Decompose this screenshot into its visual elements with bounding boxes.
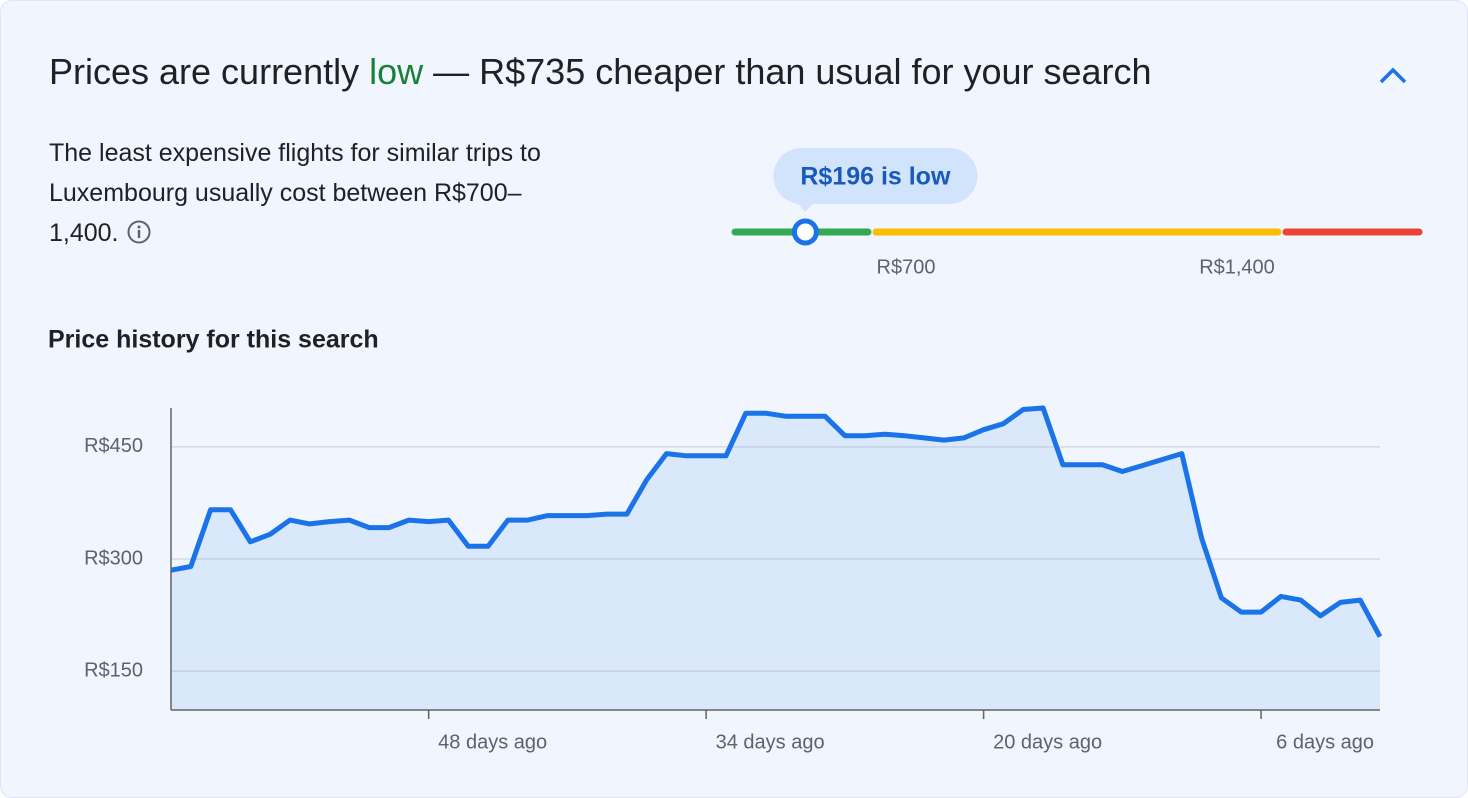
description-text: The least expensive flights for similar …: [49, 139, 541, 247]
chart-title: Price history for this search: [48, 326, 379, 354]
y-tick-label: R$150: [84, 659, 143, 681]
headline-part: Prices are currently: [49, 51, 370, 92]
x-tick-label: 20 days ago: [993, 731, 1102, 753]
range-high-label: R$1,400: [1199, 256, 1275, 278]
y-tick-label: R$300: [84, 547, 143, 569]
headline-part: — R$735 cheaper than usual for your sear…: [423, 51, 1152, 92]
x-tick-label: 48 days ago: [438, 731, 547, 753]
tooltip-pointer: [797, 203, 814, 212]
headline-status: low: [369, 51, 424, 92]
y-tick-label: R$450: [84, 435, 143, 457]
collapse-button[interactable]: [1371, 56, 1415, 96]
x-tick-label: 34 days ago: [716, 731, 825, 753]
price-line: [170, 405, 1383, 638]
price-area: [171, 408, 1380, 710]
info-icon[interactable]: [127, 220, 151, 244]
x-tick-label: 6 days ago: [1276, 731, 1374, 753]
current-price-marker: [791, 218, 819, 246]
chevron-icon: [1379, 67, 1407, 84]
description: The least expensive flights for similar …: [49, 133, 549, 253]
tooltip-text: R$196 is low: [800, 163, 951, 191]
headline: Prices are currently low — R$735 cheaper…: [49, 51, 1152, 93]
price-tooltip: [773, 148, 978, 204]
range-low-label: R$700: [877, 256, 936, 278]
